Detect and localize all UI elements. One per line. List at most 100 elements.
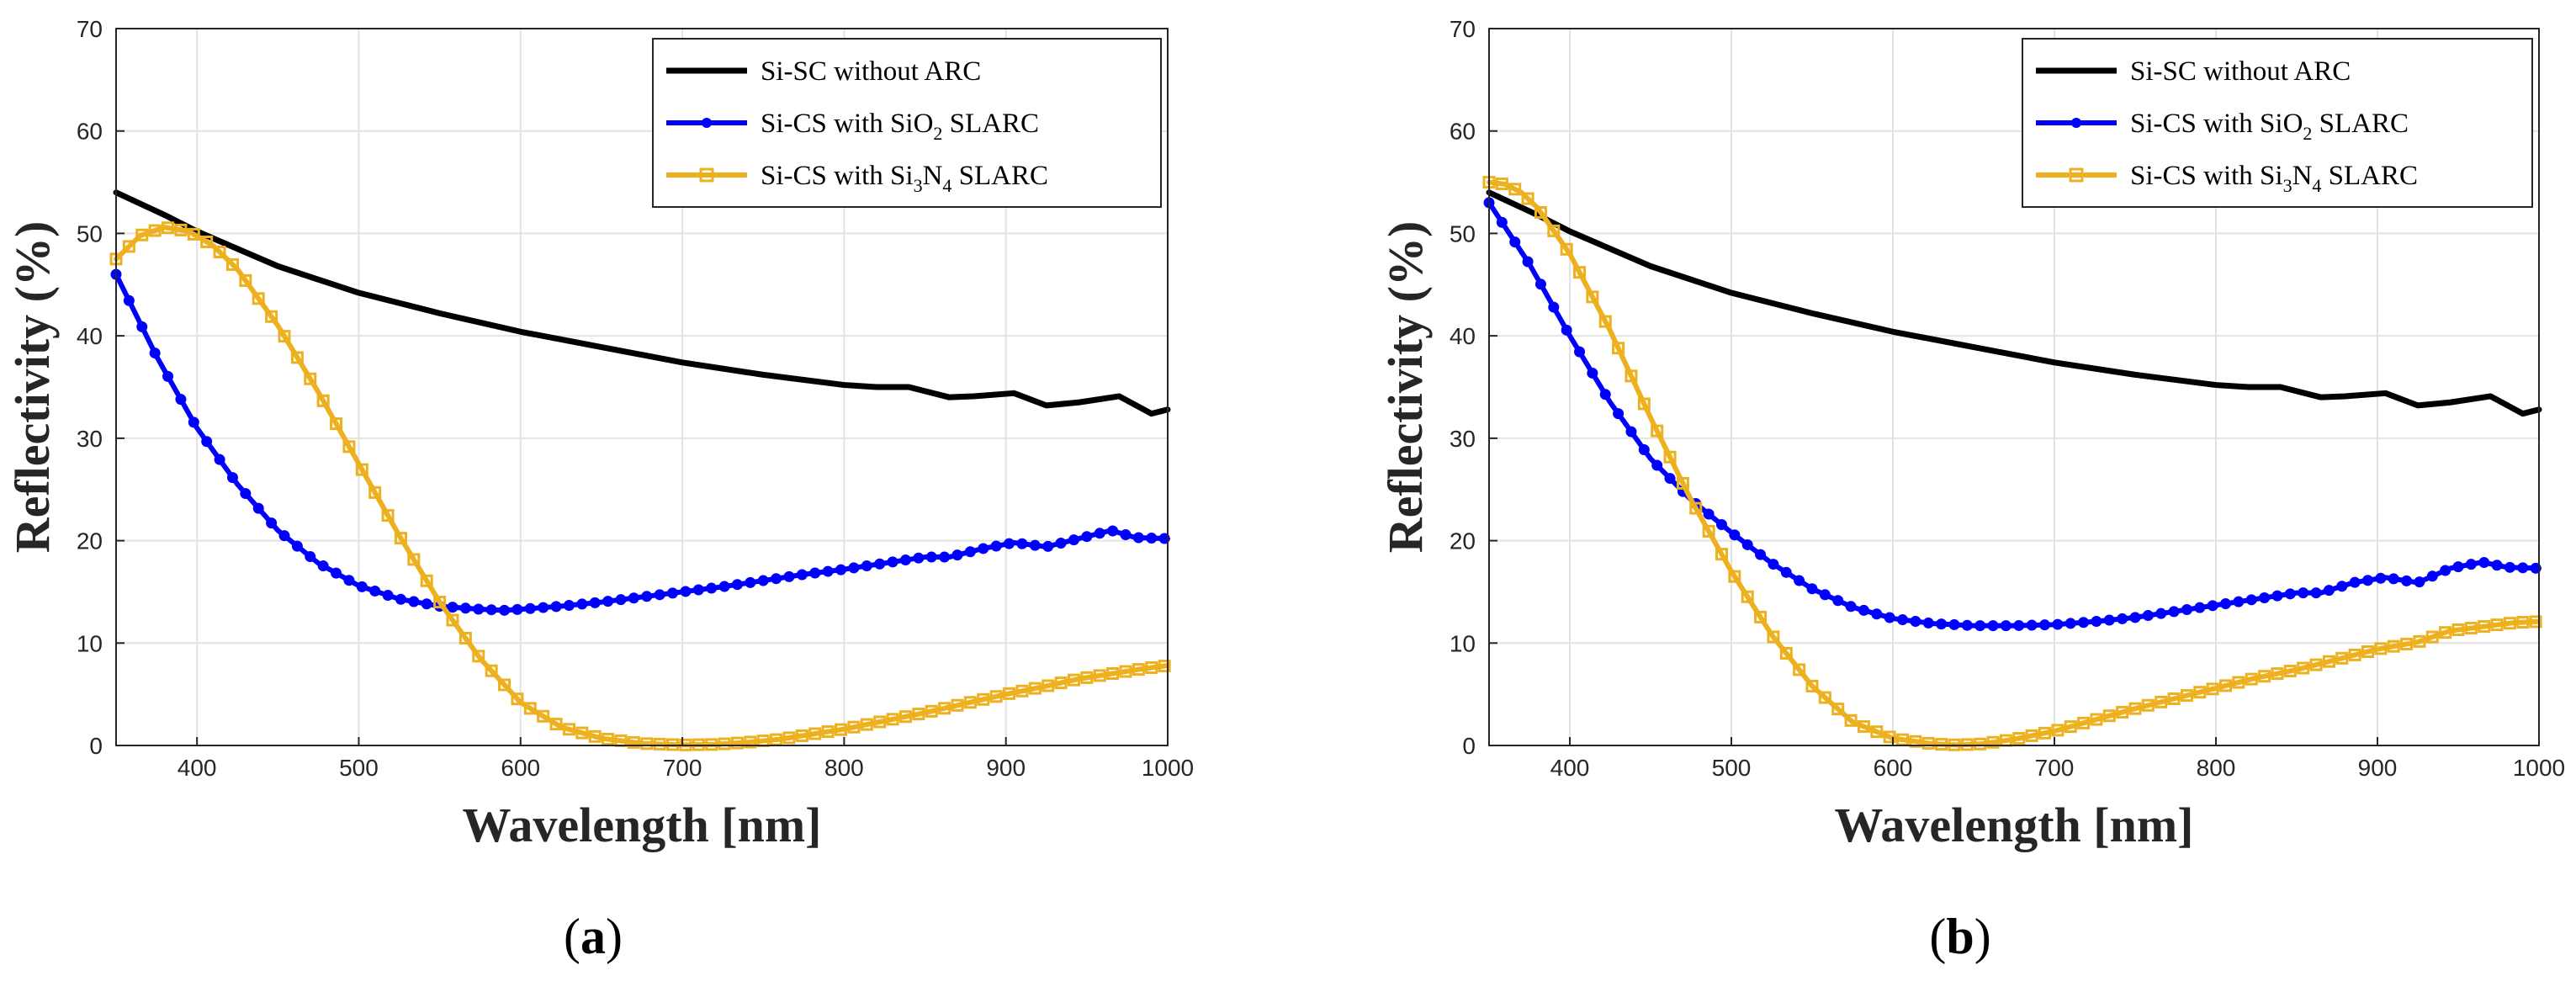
data-point xyxy=(2375,572,2387,584)
data-point xyxy=(1974,737,1987,751)
y-tick-label: 20 xyxy=(77,528,103,554)
data-point xyxy=(523,702,537,715)
data-point xyxy=(1638,443,1650,455)
data-point xyxy=(2064,720,2077,734)
data-point xyxy=(305,551,316,563)
data-point xyxy=(498,678,511,692)
data-point xyxy=(2167,692,2181,705)
data-point xyxy=(964,546,976,558)
data-point xyxy=(808,727,822,740)
data-point xyxy=(1042,540,1054,552)
data-point xyxy=(1587,367,1598,379)
data-point xyxy=(1986,735,2000,749)
data-point xyxy=(1508,183,1522,196)
data-point xyxy=(2361,575,2373,586)
data-point xyxy=(122,240,135,253)
data-point xyxy=(2504,561,2515,573)
data-point xyxy=(226,472,238,484)
x-axis-title: Wavelength [nm] xyxy=(463,798,822,852)
data-point xyxy=(1974,620,1986,632)
data-point xyxy=(2091,616,2102,628)
data-point xyxy=(2283,664,2297,677)
chart-panel-a: 400 500 600 700 800 900 1000 0 10 20 30 40 50 60 70 Wav… xyxy=(5,16,1194,964)
data-point xyxy=(1561,324,1572,336)
data-point xyxy=(2271,667,2284,681)
data-point xyxy=(240,488,252,500)
legend-label-part: Si-CS with Si xyxy=(2130,161,2283,191)
data-point xyxy=(2038,619,2050,631)
data-point xyxy=(874,558,886,570)
data-point xyxy=(2323,585,2335,597)
data-point xyxy=(1004,538,1015,549)
data-point xyxy=(1960,738,1974,751)
y-tick-label: 70 xyxy=(77,16,103,42)
x-tick-label: 800 xyxy=(2197,755,2236,781)
data-point xyxy=(718,581,730,592)
data-point xyxy=(2207,600,2218,612)
legend-label-part: N xyxy=(2292,161,2313,191)
data-point xyxy=(1858,604,1869,616)
data-point xyxy=(1081,531,1093,543)
data-point xyxy=(2129,612,2141,623)
data-point xyxy=(2025,729,2038,742)
data-point xyxy=(1599,389,1611,401)
data-point xyxy=(2298,587,2309,599)
data-point xyxy=(1870,725,1884,739)
data-point xyxy=(2465,559,2477,570)
data-point xyxy=(2155,695,2168,708)
data-point xyxy=(1625,426,1637,438)
data-point xyxy=(861,560,872,572)
series-line-2 xyxy=(1487,179,2542,748)
data-point xyxy=(2491,560,2503,571)
data-point xyxy=(2503,617,2516,630)
data-point xyxy=(2128,702,2142,715)
data-point xyxy=(511,692,524,706)
y-tick-label: 40 xyxy=(1450,323,1476,349)
data-point xyxy=(538,602,549,613)
data-point xyxy=(2464,622,2478,635)
data-point xyxy=(847,720,861,734)
data-point xyxy=(951,549,963,561)
data-point xyxy=(1910,615,1921,627)
data-point xyxy=(2401,575,2413,586)
legend-label-0: Si-SC without ARC xyxy=(2130,56,2351,87)
x-tick-label: 800 xyxy=(824,755,864,781)
data-point xyxy=(2065,618,2076,629)
data-point xyxy=(1120,529,1132,541)
legend-label-1: Si-CS with SiO2 SLARC xyxy=(2130,109,2409,144)
data-point xyxy=(667,587,679,599)
data-point xyxy=(1522,256,1534,268)
data-point xyxy=(1613,408,1625,420)
data-point xyxy=(602,732,615,745)
data-point xyxy=(705,738,718,751)
data-point xyxy=(1106,666,1120,680)
data-point xyxy=(2309,658,2323,671)
legend-label-part: 3 xyxy=(914,175,923,196)
y-axis-title: Reflectivity (%) xyxy=(1378,221,1433,554)
data-point xyxy=(2102,709,2116,723)
data-point xyxy=(1548,301,1560,313)
data-point xyxy=(2078,617,2090,629)
data-point xyxy=(1755,549,1767,560)
data-point xyxy=(290,351,304,364)
data-point xyxy=(640,737,654,751)
legend-marker-1 xyxy=(702,118,712,128)
data-point xyxy=(1702,524,1715,538)
data-point xyxy=(2478,557,2490,569)
data-point xyxy=(149,347,161,359)
data-point xyxy=(1987,620,1999,632)
data-point xyxy=(459,602,471,614)
data-point xyxy=(588,729,602,743)
data-point xyxy=(718,737,731,751)
y-tick-label: 30 xyxy=(1450,426,1476,452)
data-point xyxy=(989,690,1003,703)
panel-label-part: b xyxy=(1946,909,1974,964)
data-point xyxy=(1598,315,1612,328)
data-point xyxy=(1534,205,1547,219)
data-point xyxy=(225,257,239,271)
data-point xyxy=(550,601,562,613)
data-point xyxy=(499,604,511,616)
legend-label-part: Si-SC without ARC xyxy=(2130,56,2351,87)
data-point xyxy=(2052,618,2064,630)
data-point xyxy=(680,586,692,597)
